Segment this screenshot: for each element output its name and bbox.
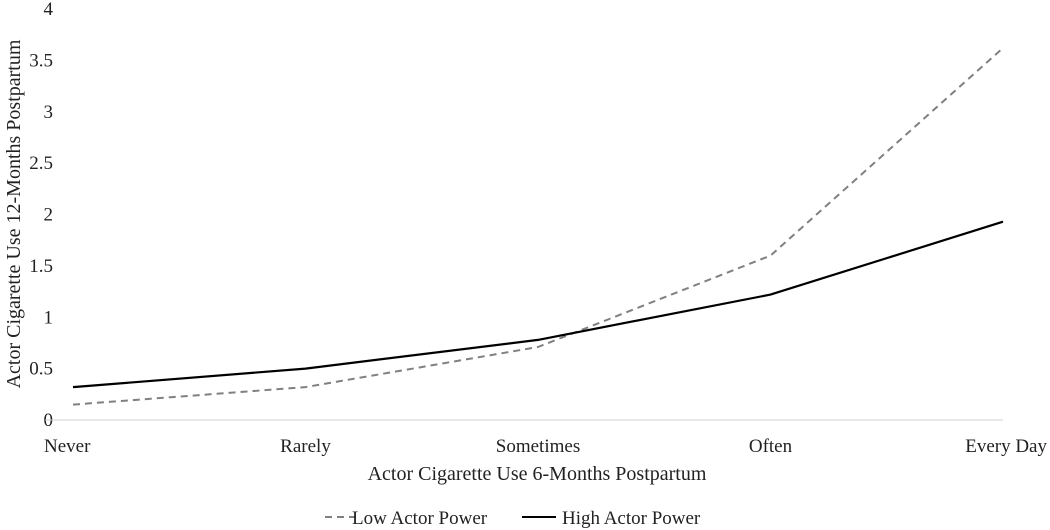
x-axis-ticks: Never Rarely Sometimes Often Every Day <box>44 436 1047 457</box>
legend-label: Low Actor Power <box>352 508 488 529</box>
y-tick-label: 1.5 <box>29 256 53 277</box>
y-tick-label: 1 <box>44 307 54 328</box>
legend-label: High Actor Power <box>562 508 701 529</box>
x-tick-label: Every Day <box>965 436 1047 457</box>
x-axis-title: Actor Cigarette Use 6-Months Postpartum <box>368 463 707 485</box>
y-tick-label: 3 <box>44 102 54 123</box>
legend: Low Actor Power High Actor Power <box>325 508 701 529</box>
series-line-low-actor-power <box>72 47 1004 406</box>
y-tick-label: 0.5 <box>29 359 53 380</box>
y-axis-ticks: 00.511.522.533.54 <box>29 0 53 431</box>
series-line-high-actor-power <box>72 220 1004 389</box>
series-lines <box>72 47 1004 406</box>
y-tick-label: 4 <box>44 0 54 20</box>
x-tick-label: Often <box>749 436 793 457</box>
y-axis-title: Actor Cigarette Use 12-Months Postpartum <box>3 39 25 388</box>
x-tick-label: Never <box>44 436 91 457</box>
y-tick-label: 3.5 <box>29 50 53 71</box>
y-tick-label: 2.5 <box>29 153 53 174</box>
x-tick-label: Sometimes <box>496 436 580 457</box>
x-tick-label: Rarely <box>280 436 331 457</box>
y-tick-label: 2 <box>44 205 54 226</box>
